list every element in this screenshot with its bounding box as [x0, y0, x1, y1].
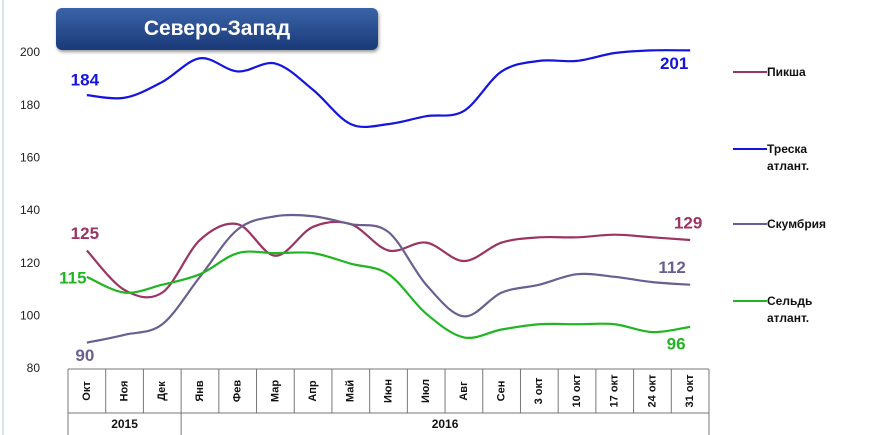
legend-item: Треска атлант. [733, 141, 839, 175]
legend-swatch [733, 71, 767, 73]
data-label: 115 [59, 268, 86, 287]
line-series [86, 250, 691, 340]
legend-label: Пикша [767, 65, 806, 79]
x-tick-label: 24 окт [646, 374, 658, 408]
x-tick-label: Фев [232, 380, 244, 403]
y-tick-label: 140 [20, 203, 40, 217]
y-tick-label: 180 [20, 98, 40, 112]
x-tick-label: Окт [81, 381, 93, 401]
x-tick-label: 31 окт [684, 374, 696, 408]
data-label: 125 [71, 224, 99, 243]
group-label: 2016 [432, 417, 459, 431]
data-label: 129 [674, 213, 702, 232]
data-label: 201 [660, 54, 688, 73]
legend-item: Скумбрия [733, 216, 839, 233]
legend-label: Сельдь атлант. [767, 294, 813, 325]
line-series [86, 220, 691, 299]
legend-label: Скумбрия [767, 217, 827, 231]
legend-swatch [733, 300, 767, 302]
y-tick-label: 200 [20, 45, 40, 59]
x-tick-label: 17 окт [609, 374, 621, 408]
line-series [86, 49, 691, 129]
data-label: 112 [658, 258, 685, 277]
y-tick-label: 160 [20, 151, 40, 165]
x-tick-label: Ноя [118, 381, 130, 402]
x-tick-label: 3 окт [533, 377, 545, 404]
data-label: 96 [667, 334, 686, 353]
x-tick-label: Май [345, 380, 357, 402]
data-label: 184 [71, 71, 100, 90]
legend-item: Сельдь атлант. [733, 293, 839, 327]
legend-swatch [733, 223, 767, 225]
chart-title: Северо-Запад [56, 8, 378, 50]
x-tick-label: Апр [307, 380, 319, 402]
x-tick-label: Авг [458, 381, 470, 401]
y-tick-label: 80 [27, 361, 41, 375]
y-tick-label: 120 [20, 256, 40, 270]
x-tick-label: Мар [269, 380, 281, 402]
group-label: 2015 [111, 417, 138, 431]
x-tick-label: Июл [420, 379, 432, 403]
legend-item: Пикша [733, 64, 839, 81]
legend-label: Треска атлант. [767, 142, 810, 173]
legend-swatch [733, 148, 767, 150]
x-tick-label: 10 окт [571, 374, 583, 408]
x-tick-label: Дек [156, 381, 168, 401]
y-tick-label: 100 [20, 309, 40, 323]
x-tick-label: Июн [382, 379, 394, 403]
line-series [86, 213, 691, 344]
x-tick-label: Янв [194, 380, 206, 402]
x-tick-label: Сен [496, 381, 508, 402]
data-label: 90 [75, 346, 94, 365]
